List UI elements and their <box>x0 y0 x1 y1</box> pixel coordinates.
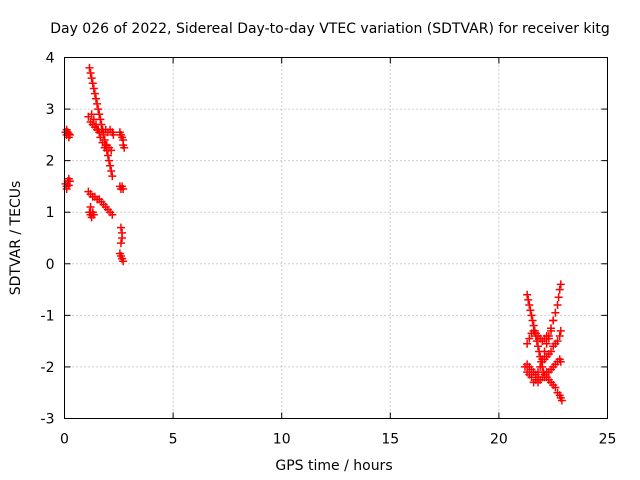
data-point <box>536 362 545 371</box>
y-tick-label: -1 <box>41 308 55 324</box>
y-tick-label: 0 <box>46 257 55 273</box>
data-point <box>64 181 73 190</box>
data-point <box>90 89 99 98</box>
x-tick-label: 10 <box>273 432 291 448</box>
data-point <box>65 177 74 186</box>
x-tick-label: 20 <box>490 432 508 448</box>
data-point <box>98 138 107 147</box>
x-tick-label: 0 <box>60 432 69 448</box>
data-point <box>556 326 565 335</box>
data-point <box>526 306 535 315</box>
data-point <box>118 254 127 263</box>
data-point <box>553 301 562 310</box>
data-point <box>520 362 529 371</box>
data-point <box>108 172 117 181</box>
y-tick-label: 1 <box>46 205 55 221</box>
data-point <box>103 151 112 160</box>
data-point <box>116 223 125 232</box>
data-point <box>551 383 560 392</box>
y-tick-label: -3 <box>41 412 55 428</box>
y-tick-label: 2 <box>46 154 55 170</box>
data-point <box>109 130 118 139</box>
data-point <box>551 308 560 317</box>
data-point <box>549 316 558 325</box>
data-point <box>553 337 562 346</box>
data-point <box>88 79 97 88</box>
data-point <box>555 285 564 294</box>
data-point <box>556 357 565 366</box>
chart-title: Day 026 of 2022, Sidereal Day-to-day VTE… <box>50 21 610 37</box>
data-point <box>533 378 542 387</box>
data-point <box>523 290 532 299</box>
y-tick-label: -2 <box>41 360 55 376</box>
data-point <box>525 334 534 343</box>
data-point <box>118 234 127 242</box>
data-point <box>96 133 105 142</box>
data-point <box>93 99 102 108</box>
data-point <box>108 210 117 219</box>
data-point <box>523 339 532 348</box>
y-axis-ticks: 4 3 2 1 0 -1 -2 -3 <box>41 51 608 428</box>
data-point <box>544 331 553 340</box>
data-point <box>533 368 542 377</box>
data-point <box>91 94 100 103</box>
data-point <box>64 129 73 138</box>
data-point <box>94 105 103 114</box>
data-points <box>61 63 566 405</box>
data-point <box>106 161 115 170</box>
data-point <box>525 301 534 310</box>
data-point <box>89 115 98 124</box>
x-tick-label: 25 <box>599 432 617 448</box>
data-point <box>86 68 95 77</box>
data-point <box>86 203 95 212</box>
data-point <box>538 355 547 364</box>
data-point <box>540 347 549 356</box>
data-point <box>85 63 94 72</box>
data-point <box>87 110 96 119</box>
data-point <box>531 373 540 382</box>
data-point <box>528 316 537 325</box>
data-point <box>556 280 565 289</box>
y-axis-label: SDTVAR / TECUs <box>8 181 24 296</box>
data-point <box>105 156 114 165</box>
data-point <box>533 342 542 351</box>
data-point <box>87 74 96 83</box>
data-point <box>95 110 104 119</box>
grid <box>64 57 608 419</box>
data-point <box>542 339 551 348</box>
x-tick-label: 5 <box>169 432 178 448</box>
data-point <box>65 130 74 139</box>
data-point <box>527 311 536 320</box>
data-point <box>555 331 564 340</box>
data-point <box>89 210 98 219</box>
data-point <box>554 293 563 302</box>
data-point <box>107 166 116 175</box>
data-point <box>89 84 98 93</box>
x-axis-ticks: 0 5 10 15 20 25 <box>60 57 617 448</box>
data-point <box>524 295 533 304</box>
plot-frame <box>64 57 608 419</box>
data-point <box>91 120 100 129</box>
y-tick-label: 3 <box>46 102 55 118</box>
data-point <box>547 324 556 333</box>
data-point <box>116 239 125 248</box>
x-tick-label: 15 <box>381 432 399 448</box>
data-point <box>557 396 566 405</box>
data-point <box>119 185 128 194</box>
data-point <box>120 143 129 152</box>
data-point <box>94 125 103 134</box>
y-tick-label: 4 <box>46 51 55 67</box>
data-point <box>107 146 116 155</box>
x-axis-label: GPS time / hours <box>275 458 392 474</box>
